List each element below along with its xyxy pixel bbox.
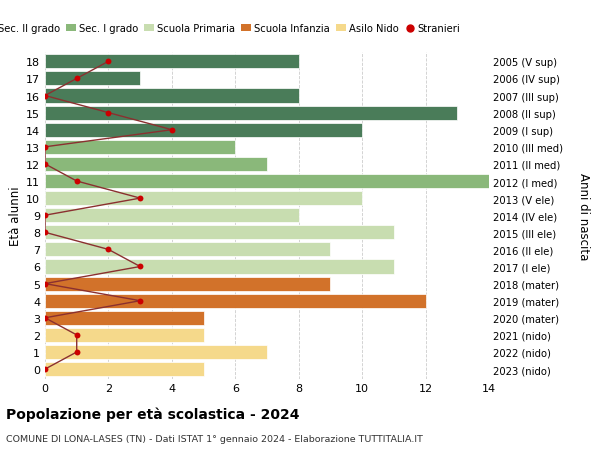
Point bbox=[136, 263, 145, 271]
Bar bbox=[45, 123, 362, 137]
Bar bbox=[45, 277, 331, 291]
Point bbox=[40, 161, 50, 168]
Point bbox=[40, 314, 50, 322]
Point bbox=[40, 212, 50, 219]
Point bbox=[104, 58, 113, 66]
Bar bbox=[45, 72, 140, 86]
Bar bbox=[45, 243, 331, 257]
Bar bbox=[45, 260, 394, 274]
Bar bbox=[45, 140, 235, 155]
Point bbox=[167, 127, 176, 134]
Point bbox=[72, 178, 82, 185]
Bar bbox=[45, 226, 394, 240]
Point bbox=[104, 246, 113, 253]
Bar bbox=[45, 294, 425, 308]
Point bbox=[40, 280, 50, 288]
Y-axis label: Età alunni: Età alunni bbox=[9, 186, 22, 246]
Point bbox=[136, 297, 145, 305]
Point bbox=[104, 110, 113, 117]
Point bbox=[72, 331, 82, 339]
Point bbox=[72, 76, 82, 83]
Bar bbox=[45, 157, 267, 172]
Bar bbox=[45, 174, 489, 189]
Text: Popolazione per età scolastica - 2024: Popolazione per età scolastica - 2024 bbox=[6, 406, 299, 421]
Point bbox=[136, 195, 145, 202]
Y-axis label: Anni di nascita: Anni di nascita bbox=[577, 172, 590, 259]
Bar bbox=[45, 55, 299, 69]
Point bbox=[40, 93, 50, 100]
Point bbox=[40, 144, 50, 151]
Bar bbox=[45, 311, 203, 325]
Bar bbox=[45, 328, 203, 342]
Legend: Sec. II grado, Sec. I grado, Scuola Primaria, Scuola Infanzia, Asilo Nido, Stran: Sec. II grado, Sec. I grado, Scuola Prim… bbox=[0, 20, 464, 38]
Bar bbox=[45, 192, 362, 206]
Bar bbox=[45, 106, 457, 120]
Point bbox=[40, 229, 50, 236]
Bar bbox=[45, 90, 299, 103]
Bar bbox=[45, 209, 299, 223]
Bar bbox=[45, 345, 267, 359]
Bar bbox=[45, 362, 203, 376]
Point bbox=[40, 366, 50, 373]
Text: COMUNE DI LONA-LASES (TN) - Dati ISTAT 1° gennaio 2024 - Elaborazione TUTTITALIA: COMUNE DI LONA-LASES (TN) - Dati ISTAT 1… bbox=[6, 434, 423, 443]
Point bbox=[72, 348, 82, 356]
